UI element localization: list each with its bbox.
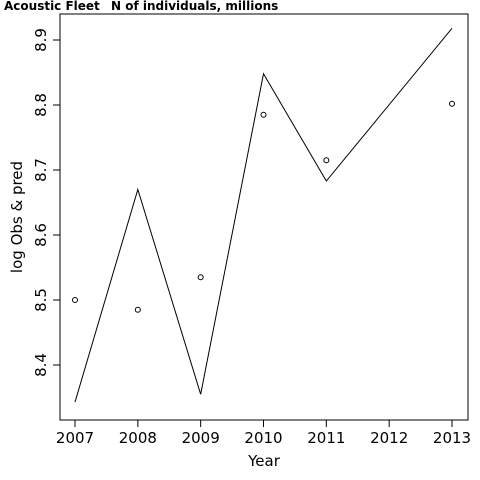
x-tick-label: 2011 [307, 429, 345, 447]
y-tick-label: 8.5 [32, 288, 50, 312]
y-axis: 8.4 8.5 8.6 8.7 8.8 8.9 [32, 28, 60, 377]
y-tick-label: 8.8 [32, 93, 50, 117]
chart-title-measure: N of individuals, millions [111, 0, 278, 13]
y-tick-label: 8.4 [32, 353, 50, 377]
x-tick-label: 2013 [433, 429, 471, 447]
x-tick-label: 2010 [244, 429, 282, 447]
x-tick-label: 2009 [182, 429, 220, 447]
observed-point [197, 274, 204, 281]
observed-point [260, 111, 267, 118]
x-axis: 2007 2008 2009 2010 2011 2012 2013 [56, 420, 471, 447]
y-tick-label: 8.9 [32, 28, 50, 52]
x-axis-label: Year [247, 452, 281, 470]
observed-point [449, 100, 455, 107]
predicted-series-line [74, 27, 453, 403]
y-tick-label: 8.6 [32, 223, 50, 247]
x-tick-label: 2008 [119, 429, 157, 447]
y-tick-label: 8.7 [32, 158, 50, 182]
series-layer [72, 27, 455, 403]
x-tick-label: 2007 [56, 429, 94, 447]
chart-title-fleet: Acoustic Fleet [4, 0, 100, 13]
y-axis-label: log Obs & pred [8, 161, 26, 273]
x-tick-label: 2012 [370, 429, 408, 447]
observed-point [72, 297, 78, 303]
observed-point [134, 306, 141, 313]
observed-point [323, 157, 330, 164]
